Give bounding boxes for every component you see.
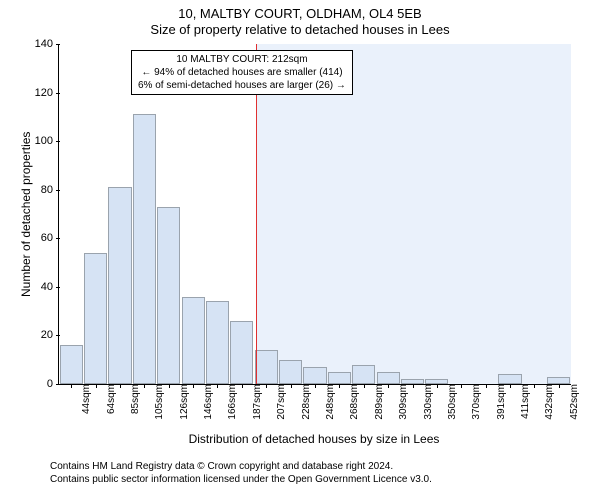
y-tick-label: 0 [47,378,59,390]
y-tick-label: 100 [35,135,59,147]
histogram-bar [230,321,253,384]
annotation-box: 10 MALTBY COURT: 212sqm← 94% of detached… [131,50,353,95]
x-tick-label: 452sqm [563,384,580,420]
histogram-bar [279,360,302,384]
x-tick-label: 105sqm [148,384,165,420]
reference-line [256,44,257,384]
x-tick-label: 289sqm [368,384,385,420]
x-tick-label: 166sqm [221,384,238,420]
footer-line-1: Contains HM Land Registry data © Crown c… [50,460,432,473]
histogram-bar [377,372,400,384]
histogram-bar [498,374,521,384]
y-tick-label: 140 [35,38,59,50]
annotation-line-1: 10 MALTBY COURT: 212sqm [138,53,346,66]
x-tick-label: 44sqm [75,384,92,414]
y-tick-label: 40 [41,281,59,293]
x-tick-label: 228sqm [295,384,312,420]
x-tick-label: 207sqm [270,384,287,420]
y-tick-label: 80 [41,184,59,196]
y-tick-label: 60 [41,232,59,244]
annotation-line-2: ← 94% of detached houses are smaller (41… [138,66,346,79]
histogram-bar [60,345,83,384]
x-tick-label: 432sqm [538,384,555,420]
histogram-bar [182,297,205,384]
histogram-bar [328,372,351,384]
title-line-1: 10, MALTBY COURT, OLDHAM, OL4 5EB [0,6,600,21]
x-tick-label: 268sqm [343,384,360,420]
histogram-bar [84,253,107,384]
x-tick-label: 350sqm [441,384,458,420]
title-line-2: Size of property relative to detached ho… [0,22,600,37]
x-tick-label: 187sqm [246,384,263,420]
histogram-bar [255,350,278,384]
annotation-line-3: 6% of semi-detached houses are larger (2… [138,79,346,92]
histogram-bar [206,301,229,384]
x-tick-label: 146sqm [197,384,214,420]
y-tick-label: 120 [35,87,59,99]
x-tick-label: 411sqm [514,384,531,419]
x-axis-label: Distribution of detached houses by size … [58,432,570,446]
histogram-bar [352,365,375,384]
x-tick-label: 248sqm [319,384,336,420]
x-tick-label: 126sqm [173,384,190,420]
footer-line-2: Contains public sector information licen… [50,473,432,486]
histogram-bar [303,367,326,384]
x-tick-label: 64sqm [100,384,117,414]
highlight-region [256,44,571,384]
plot-area: 02040608010012014044sqm64sqm85sqm105sqm1… [58,44,571,385]
x-tick-label: 330sqm [417,384,434,420]
histogram-bar [133,114,156,384]
x-tick-label: 370sqm [465,384,482,420]
histogram-bar [547,377,570,384]
y-tick-label: 20 [41,329,59,341]
x-tick-label: 309sqm [392,384,409,420]
y-axis-label: Number of detached properties [19,137,33,297]
x-tick-label: 391sqm [490,384,507,420]
footer-text: Contains HM Land Registry data © Crown c… [50,460,432,486]
histogram-bar [108,187,131,384]
histogram-bar [157,207,180,384]
x-tick-label: 85sqm [124,384,141,414]
